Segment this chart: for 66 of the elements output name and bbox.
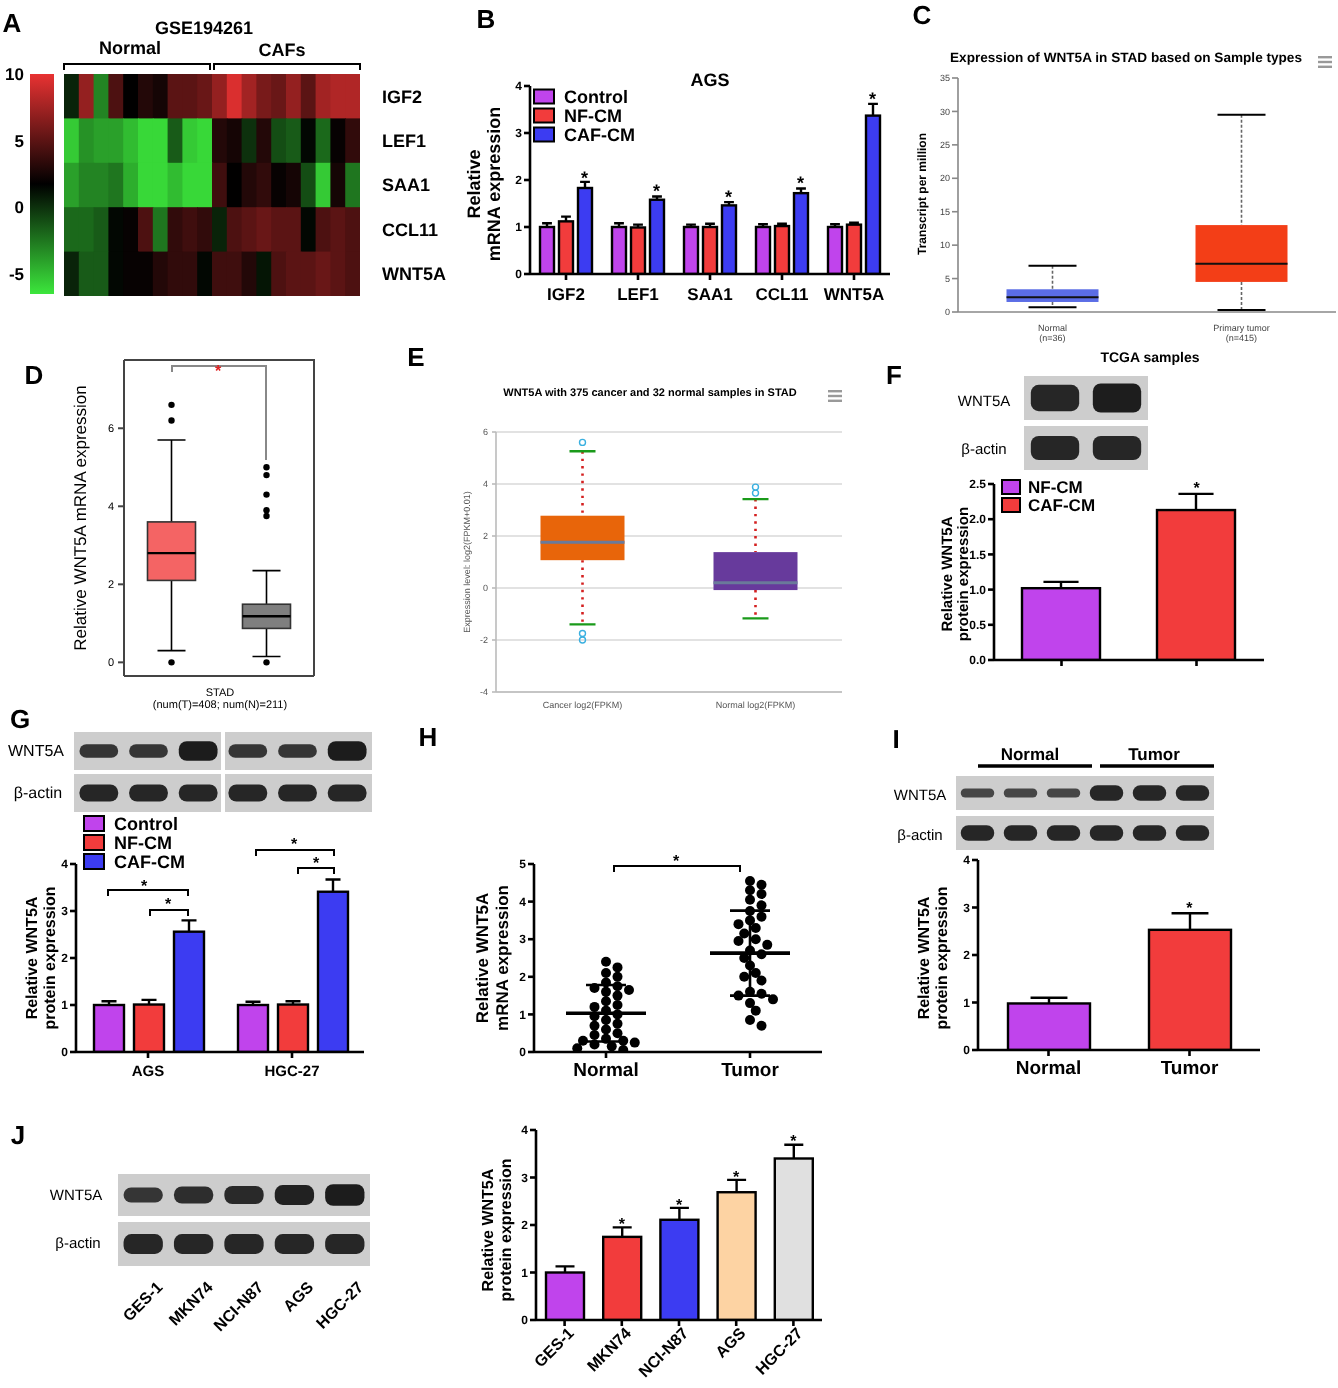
x-tick-label: LEF1: [617, 284, 660, 304]
x-tick-label: Tumor: [1160, 1057, 1219, 1079]
text: G: [9, 703, 31, 733]
legend-label: NF-CM: [1028, 477, 1083, 497]
annotation: *: [214, 361, 223, 379]
y-axis-title: Relative WNT5A protein expression: [22, 886, 58, 1030]
y-tick-label: LEF1: [382, 130, 427, 151]
text: J: [10, 1119, 26, 1149]
annotation: *: [672, 851, 681, 869]
annotation: *: [140, 876, 149, 894]
annotation: *: [797, 173, 806, 194]
chart-title: AGS: [690, 70, 730, 90]
legend-label: Control: [564, 86, 628, 107]
x-tick-label: Normal: [1015, 1057, 1082, 1079]
y-tick-label: CCL11: [382, 219, 439, 240]
y-tick-label: WNT5A: [382, 264, 447, 285]
text: CAFs: [258, 40, 306, 60]
y-tick-label: IGF2: [382, 86, 423, 107]
legend-label: NF-CM: [564, 105, 622, 126]
color-bar-label: 10: [5, 64, 25, 84]
annotation: *: [1193, 478, 1202, 497]
annotation: *: [653, 181, 662, 202]
annotation: *: [312, 853, 321, 871]
text: C: [912, 0, 933, 29]
text: Tumor: [1128, 744, 1182, 764]
legend-label: CAF-CM: [564, 124, 635, 145]
annotation: *: [164, 894, 173, 912]
color-bar-label: 5: [14, 130, 25, 151]
text: B: [476, 3, 496, 33]
x-tick-label: Normal: [573, 1059, 639, 1081]
y-axis-title: Relative WNT5A protein expression: [914, 886, 950, 1030]
text: *: [290, 834, 299, 852]
text: Normal: [98, 38, 162, 58]
text: β-actin: [13, 783, 63, 801]
text: I: [892, 723, 900, 753]
text: Normal: [1000, 744, 1060, 764]
y-tick-label: SAA1: [382, 175, 431, 196]
annotation: *: [675, 1195, 684, 1214]
color-bar-label: -5: [8, 264, 25, 284]
text: H: [418, 721, 438, 751]
legend-label: NF-CM: [114, 832, 172, 853]
x-tick-label: Tumor: [721, 1059, 780, 1081]
legend-label: Control: [114, 813, 178, 834]
legend-label: CAF-CM: [1028, 495, 1096, 515]
text: A: [2, 7, 23, 37]
y-axis-title: Relative mRNA expression: [463, 106, 505, 262]
chart-title: GSE194261: [154, 18, 254, 38]
y-axis-title: Relative WNT5A mRNA expression: [70, 384, 90, 651]
legend-label: CAF-CM: [114, 851, 185, 872]
text: F: [886, 359, 903, 389]
annotation: *: [725, 187, 734, 208]
annotation: *: [618, 1214, 627, 1233]
text: E: [407, 341, 426, 371]
annotation: *: [790, 1131, 799, 1150]
text: D: [24, 359, 44, 389]
x-tick-label: WNT5A: [823, 284, 885, 304]
annotation: *: [869, 88, 878, 109]
y-axis-title: Relative WNT5A mRNA expression: [472, 885, 512, 1031]
annotation: *: [581, 167, 590, 188]
annotation: *: [1186, 897, 1195, 916]
x-tick-label: CCL11: [755, 284, 809, 304]
x-tick-label: SAA1: [687, 284, 734, 304]
annotation: *: [733, 1167, 742, 1185]
y-axis-title: Relative WNT5A protein expression: [478, 1158, 514, 1302]
color-bar-label: 0: [14, 197, 25, 218]
x-tick-label: IGF2: [547, 284, 586, 304]
